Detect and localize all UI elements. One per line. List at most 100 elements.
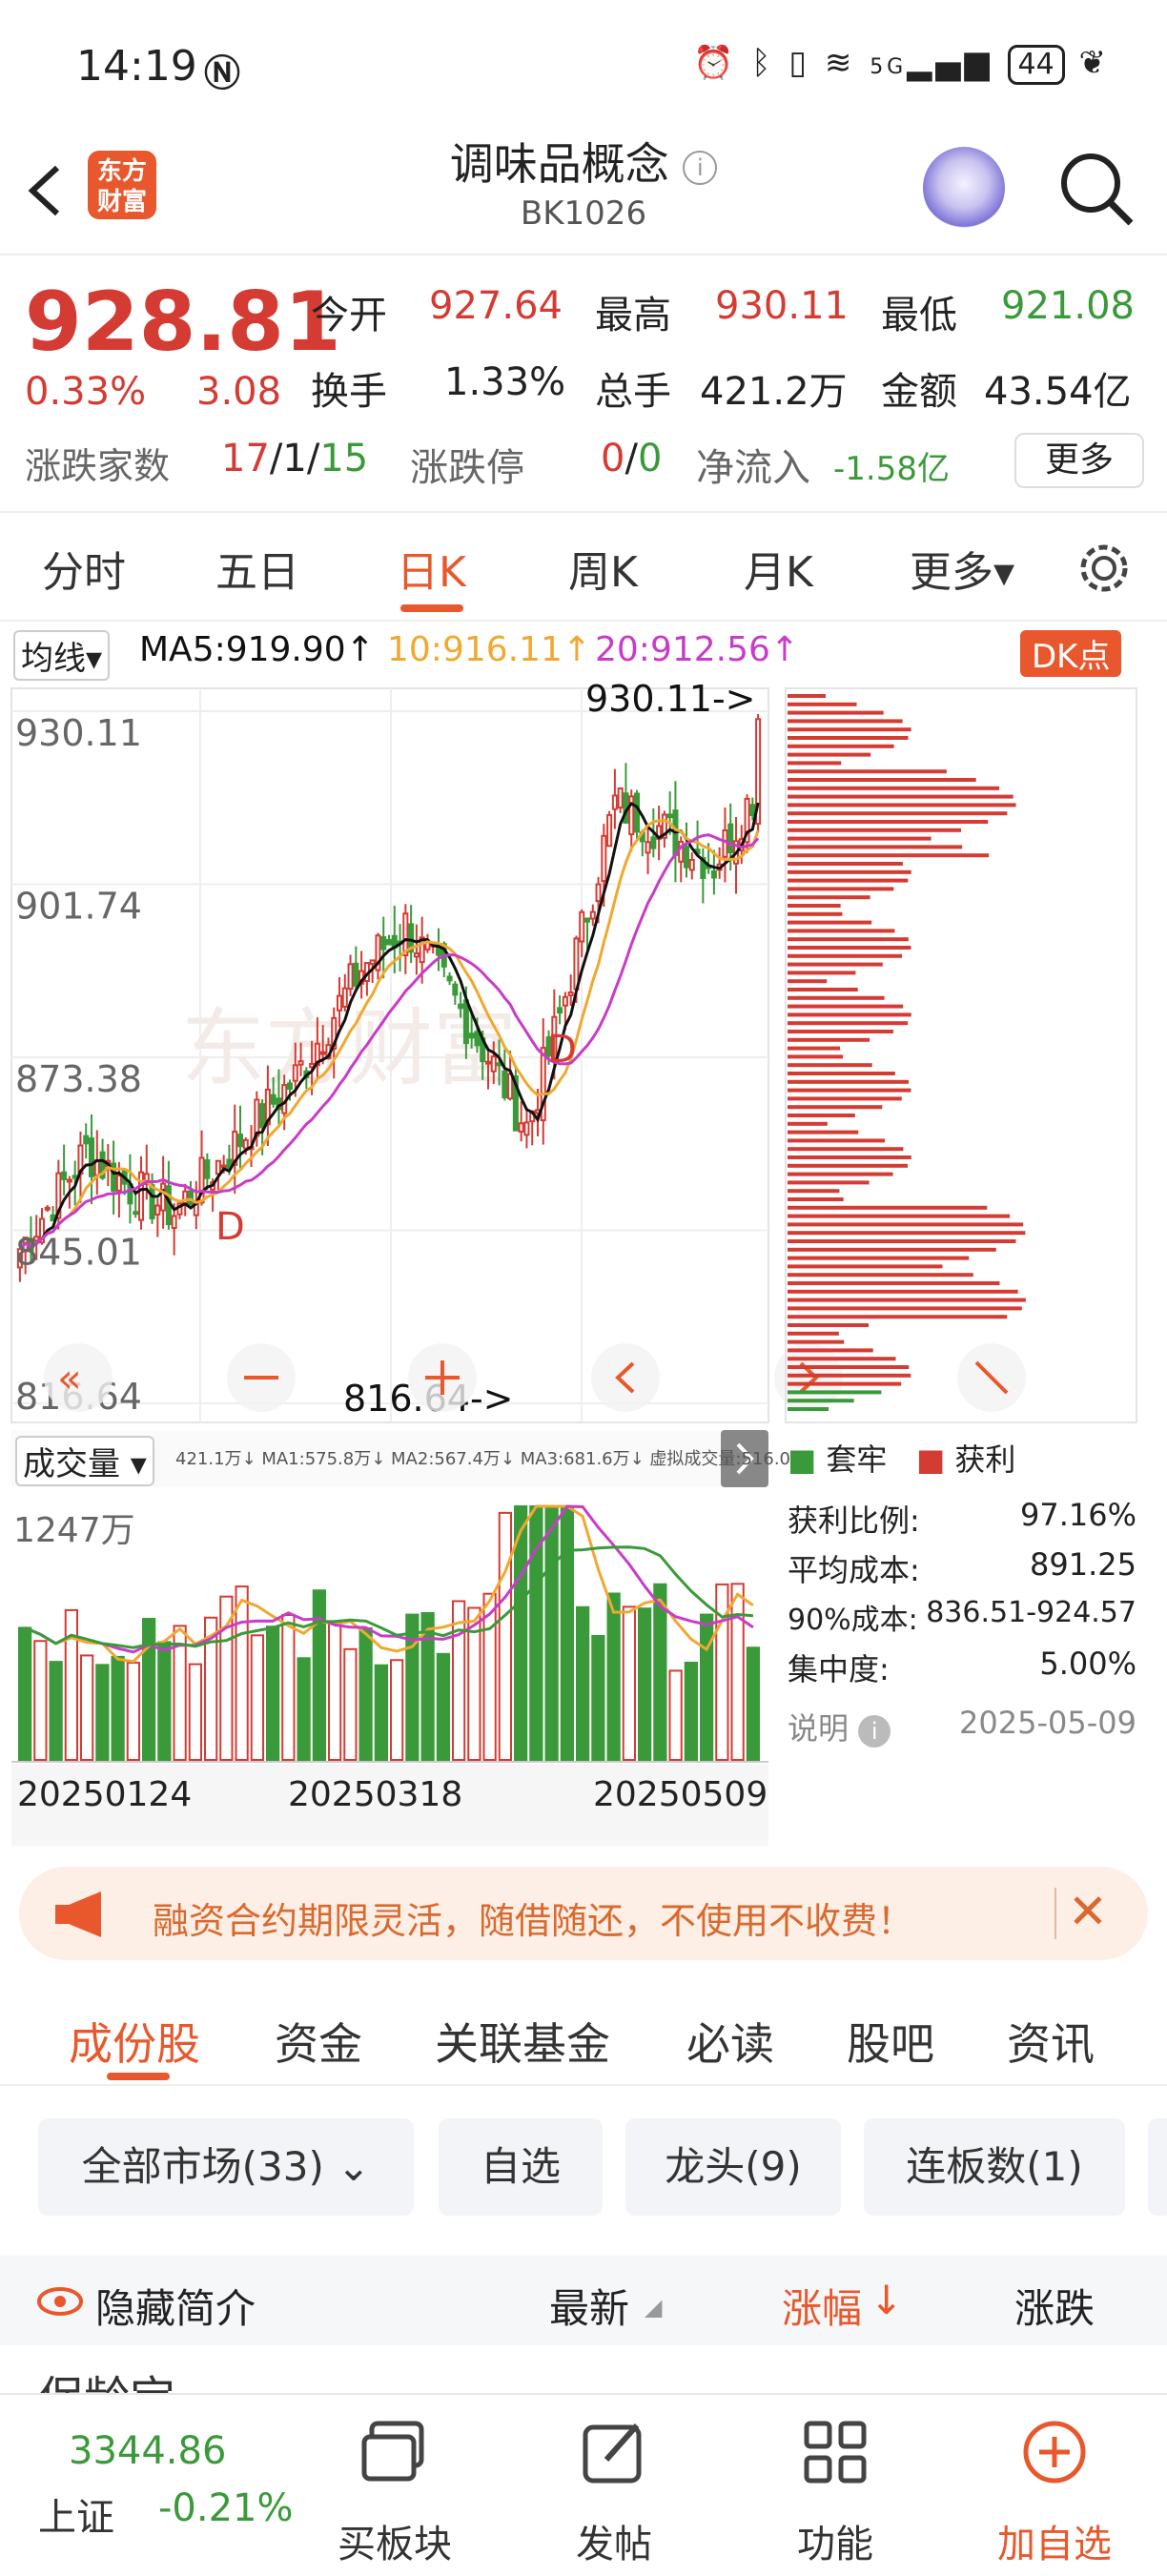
nav-post[interactable]: 发帖 xyxy=(519,2395,709,2576)
candle-body xyxy=(160,1182,167,1212)
margin-ad-banner[interactable]: 融资合约期限灵活，随借随还，不使用不收费！ ✕ xyxy=(19,1867,1148,1960)
chip-bar xyxy=(788,845,963,849)
tab-weekly-k[interactable]: 周K xyxy=(568,548,638,597)
tab-related-funds[interactable]: 关联基金 xyxy=(435,2018,610,2070)
candle-body xyxy=(557,1007,563,1014)
hide-intro-toggle[interactable]: 隐藏简介 xyxy=(95,2285,256,2332)
svg-text:«: « xyxy=(57,1355,82,1401)
legend-profit: 获利 xyxy=(954,1441,1016,1478)
index-change[interactable]: -0.21% xyxy=(158,2486,294,2530)
filter-watchlist[interactable]: 自选 xyxy=(439,2118,603,2216)
filter-leaders[interactable]: 龙头(9) xyxy=(625,2118,841,2216)
settings-gear-icon[interactable] xyxy=(1075,540,1133,601)
active-section-indicator xyxy=(107,2073,170,2080)
filter-all-markets-label: 全部市场(33) xyxy=(81,2143,324,2190)
chip-bar xyxy=(788,752,871,757)
filter-all-markets[interactable]: 全部市场(33) ⌄ xyxy=(38,2118,414,2216)
chip-bar xyxy=(788,1004,904,1009)
chip-stat-row: 90%成本: 836.51-924.57 xyxy=(788,1596,1136,1646)
candle-body xyxy=(331,1016,338,1050)
chip-bar xyxy=(788,895,870,900)
limit-label: 涨跌停 xyxy=(410,446,524,490)
candle-body xyxy=(347,963,354,991)
tab-funds[interactable]: 资金 xyxy=(275,2018,362,2070)
chip-date: 2025-05-09 xyxy=(959,1705,1136,1741)
fullscreen-icon[interactable] xyxy=(957,1343,1026,1412)
chip-stat-row: 集中度: 5.00% xyxy=(788,1646,1136,1695)
chip-bar xyxy=(788,1172,893,1176)
candle-body xyxy=(523,1121,530,1136)
chip-bar xyxy=(788,1155,911,1159)
volume-bar xyxy=(157,1641,172,1761)
filter-more-peek[interactable] xyxy=(1148,2118,1167,2216)
nav-add-watchlist-label: 加自选 xyxy=(997,2523,1112,2566)
candle-body xyxy=(484,1060,492,1065)
candle-body xyxy=(688,858,695,871)
move-left-icon[interactable] xyxy=(591,1343,660,1412)
assistant-robot-icon[interactable] xyxy=(923,147,1005,229)
index-name[interactable]: 上证 xyxy=(38,2496,114,2540)
tab-more[interactable]: 更多▾ xyxy=(910,548,1015,597)
volume-selector[interactable]: 成交量 ▾ xyxy=(15,1436,154,1486)
chip-bar xyxy=(788,744,894,748)
nav-add-watchlist[interactable]: 加自选 xyxy=(959,2395,1150,2576)
sort-change[interactable]: 涨跌 xyxy=(1014,2285,1095,2332)
chip-bar xyxy=(788,1390,882,1395)
expand-panel-button[interactable] xyxy=(721,1430,768,1487)
search-icon[interactable] xyxy=(1056,149,1136,229)
tab-daily-k[interactable]: 日K xyxy=(397,548,466,597)
eye-icon[interactable] xyxy=(36,2280,84,2327)
close-icon[interactable]: ✕ xyxy=(1068,1884,1108,1939)
nav-functions[interactable]: 功能 xyxy=(740,2395,931,2576)
back-icon[interactable] xyxy=(21,153,78,229)
dk-point-button[interactable]: DK点 xyxy=(1020,630,1122,677)
chip-note-label[interactable]: 说明 xyxy=(788,1710,850,1747)
volume-bar xyxy=(49,1661,63,1761)
volume-bar xyxy=(204,1616,218,1762)
volume-bar xyxy=(560,1505,574,1761)
chip-bar xyxy=(788,1138,886,1143)
chip-bar xyxy=(788,1339,845,1344)
tab-constituents[interactable]: 成份股 xyxy=(69,2018,200,2070)
tab-intraday[interactable]: 分时 xyxy=(42,548,126,597)
chip-bar xyxy=(788,953,903,958)
tab-news[interactable]: 资讯 xyxy=(1007,2018,1095,2070)
tab-monthly-k[interactable]: 月K xyxy=(744,548,813,597)
index-value[interactable]: 3344.86 xyxy=(69,2429,227,2473)
chip-info-icon[interactable]: i xyxy=(858,1715,891,1748)
price-tick-label: 901.74 xyxy=(15,886,142,928)
volume-bar xyxy=(390,1659,404,1762)
sort-change-pct[interactable]: 涨幅 xyxy=(782,2285,863,2332)
zoom-in-icon[interactable] xyxy=(408,1343,477,1412)
candle-body xyxy=(198,1156,205,1204)
add-circle-icon xyxy=(1023,2421,1086,2484)
zoom-out-fast-icon[interactable]: « xyxy=(44,1343,113,1412)
nav-buy-sector[interactable]: 买板块 xyxy=(299,2395,490,2576)
chip-bar xyxy=(788,1264,943,1269)
tab-forum[interactable]: 股吧 xyxy=(847,2018,934,2070)
ma-selector[interactable]: 均线▾ xyxy=(13,630,111,681)
chip-bar xyxy=(788,1381,902,1386)
wifi-icon: ≋ xyxy=(824,44,856,82)
filter-consecutive[interactable]: 连板数(1) xyxy=(864,2118,1125,2216)
more-button[interactable]: 更多 xyxy=(1014,433,1144,488)
candle-body xyxy=(700,856,706,879)
zoom-out-icon[interactable] xyxy=(227,1343,296,1412)
chip-bar xyxy=(788,786,1000,790)
candle-body xyxy=(204,1158,211,1179)
volume-bar xyxy=(188,1663,202,1761)
sort-latest[interactable]: 最新 xyxy=(549,2285,630,2332)
nav-post-label: 发帖 xyxy=(576,2523,652,2566)
info-icon[interactable]: i xyxy=(683,150,718,185)
grid-icon xyxy=(804,2421,867,2484)
chip-bar xyxy=(788,1222,1024,1227)
volume-bar xyxy=(467,1606,481,1761)
chip-bar xyxy=(788,1323,870,1327)
candle-body xyxy=(512,1075,519,1132)
chip-bar xyxy=(788,1130,859,1135)
tab-five-day[interactable]: 五日 xyxy=(215,548,299,597)
tab-must-read[interactable]: 必读 xyxy=(686,2018,774,2070)
chip-bar xyxy=(788,1079,910,1084)
